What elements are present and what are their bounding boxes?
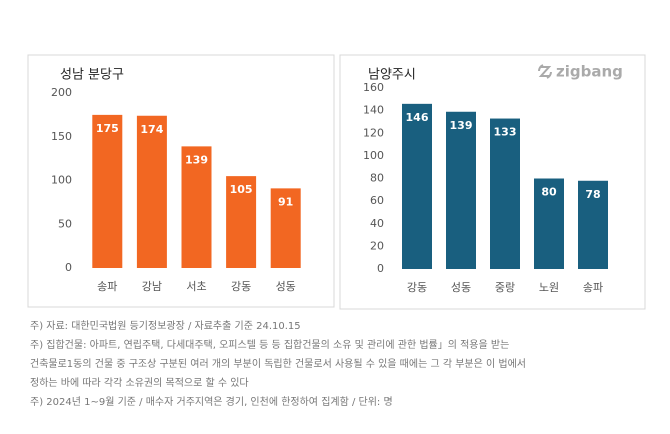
y-tick-label: 140 <box>363 104 384 117</box>
value-label: 139 <box>450 119 473 132</box>
footnote: 건축물로1동의 건물 중 구조상 구분된 여러 개의 부분이 독립한 건물로서 … <box>30 357 526 370</box>
value-label: 174 <box>140 123 163 136</box>
logo-icon <box>538 64 552 79</box>
bar <box>270 188 301 268</box>
x-tick-label: 송파 <box>97 280 117 293</box>
y-tick-label: 200 <box>51 86 72 99</box>
y-tick-label: 100 <box>51 174 72 187</box>
value-label: 133 <box>494 126 517 139</box>
y-tick-label: 160 <box>363 81 384 94</box>
footnote: 주) 2024년 1~9월 기준 / 매수자 거주지역은 경기, 인천에 한정하… <box>30 395 393 408</box>
y-tick-label: 80 <box>370 172 384 185</box>
footnote: 정하는 바에 따라 각각 소유권의 목적으로 할 수 있다 <box>30 376 249 389</box>
y-tick-label: 50 <box>58 217 72 230</box>
x-tick-label: 성동 <box>276 280 296 293</box>
bar <box>446 111 476 269</box>
x-tick-label: 강동 <box>407 281 427 294</box>
bar <box>402 103 432 270</box>
y-tick-label: 120 <box>363 126 384 139</box>
value-label: 139 <box>185 153 208 166</box>
left-panel <box>27 54 335 308</box>
value-label: 105 <box>230 183 253 196</box>
logo-text: zigbang <box>556 63 623 81</box>
bar <box>181 146 212 268</box>
y-tick-label: 0 <box>377 262 384 275</box>
bar <box>490 118 520 269</box>
chart-title: 성남 분당구 <box>60 68 124 83</box>
x-tick-label: 강남 <box>142 280 162 293</box>
x-tick-label: 노원 <box>539 281 559 294</box>
footnote: 주) 자료: 대한민국법원 등기정보광장 / 자료추출 기준 24.10.15 <box>30 320 301 332</box>
chart-title: 남양주시 <box>368 68 416 83</box>
y-tick-label: 150 <box>51 130 72 143</box>
x-tick-label: 강동 <box>231 280 251 293</box>
bar <box>226 176 257 268</box>
value-label: 146 <box>406 111 429 124</box>
footnote: 주) 집합건물: 아파트, 연립주택, 다세대주택, 오피스텔 등 등 집합건물… <box>30 338 509 351</box>
y-tick-label: 40 <box>370 217 384 230</box>
value-label: 175 <box>96 122 119 135</box>
x-tick-label: 성동 <box>451 281 471 294</box>
logo: zigbang <box>538 63 623 81</box>
bar <box>534 178 564 269</box>
x-tick-label: 중랑 <box>495 281 515 294</box>
x-tick-label: 서초 <box>186 280 206 293</box>
x-tick-label: 송파 <box>583 281 603 294</box>
value-label: 80 <box>541 186 557 199</box>
y-tick-label: 0 <box>65 261 72 274</box>
y-tick-label: 60 <box>370 194 384 207</box>
y-tick-label: 20 <box>370 239 384 252</box>
bar <box>92 114 123 268</box>
value-label: 91 <box>278 195 293 208</box>
bar <box>136 115 167 268</box>
value-label: 78 <box>585 188 600 201</box>
bar <box>578 180 608 269</box>
y-tick-label: 100 <box>363 149 384 162</box>
